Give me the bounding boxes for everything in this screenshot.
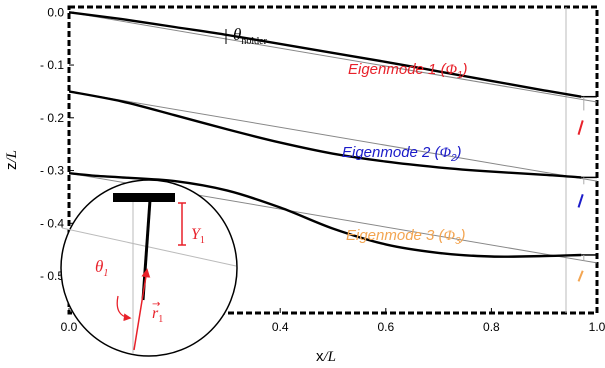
eigenmode-1-tip-amplitude <box>577 120 584 135</box>
theta1-arc <box>116 295 132 322</box>
y1-label: Y1 <box>191 226 205 246</box>
y-tick-label-1: - 0.1 <box>40 58 64 72</box>
inset-diagram: Y1 r1 → θ1 <box>60 179 238 357</box>
holder-angle-label: θholder <box>233 25 268 47</box>
axes: 0.00.20.40.60.81.00.0- 0.1- 0.2- 0.3- 0.… <box>40 5 605 334</box>
eigenmode-2-label: Eigenmode 2 (Φ2) <box>342 144 462 164</box>
eigenmode-3-curve <box>69 172 582 258</box>
holder-angle-annotation: θholder <box>225 25 268 47</box>
x-tick-label-4: 0.8 <box>483 320 500 334</box>
plot-frame <box>67 5 599 315</box>
y-tick-label-5: - 0.5 <box>40 269 64 283</box>
y1-bracket <box>178 202 186 246</box>
y-tick-label-4: - 0.4 <box>40 216 64 230</box>
y-axis-title: z/L <box>3 150 20 170</box>
inset-holder-bar <box>113 193 175 202</box>
x-tick-label-0: 0.0 <box>61 320 78 334</box>
eigenmode-1-rigid-line <box>69 11 597 103</box>
y-tick-label-0: 0.0 <box>47 5 64 19</box>
x-tick-label-2: 0.4 <box>272 320 289 334</box>
x-tick-label-3: 0.6 <box>377 320 394 334</box>
r1-vector <box>133 268 151 351</box>
theta1-label: θ1 <box>95 257 108 279</box>
eigenmode-2-tip-amplitude <box>577 193 584 208</box>
eigenmode-2-curve <box>69 90 582 179</box>
r1-vector-arrow-glyph: → <box>152 299 160 310</box>
eigenmode-2-rigid-line <box>69 90 597 182</box>
curves <box>69 11 597 264</box>
tip-amplitudes <box>577 95 597 282</box>
y-tick-label-2: - 0.2 <box>40 111 64 125</box>
inset-diagonal-reference <box>61 227 237 267</box>
r1-label: r1 <box>152 305 163 325</box>
y-tick-label-3: - 0.3 <box>40 164 64 178</box>
inset-circle <box>60 179 238 357</box>
eigenmode-1-label: Eigenmode 1 (Φ1) <box>348 61 468 81</box>
x-axis-title: x/L <box>316 348 336 365</box>
eigenmode-3-tip-amplitude <box>577 270 584 282</box>
x-tick-label-5: 1.0 <box>589 320 605 334</box>
eigenmode-1-curve <box>69 11 582 98</box>
eigenmode-3-label: Eigenmode 3 (Φ3) <box>346 227 466 247</box>
